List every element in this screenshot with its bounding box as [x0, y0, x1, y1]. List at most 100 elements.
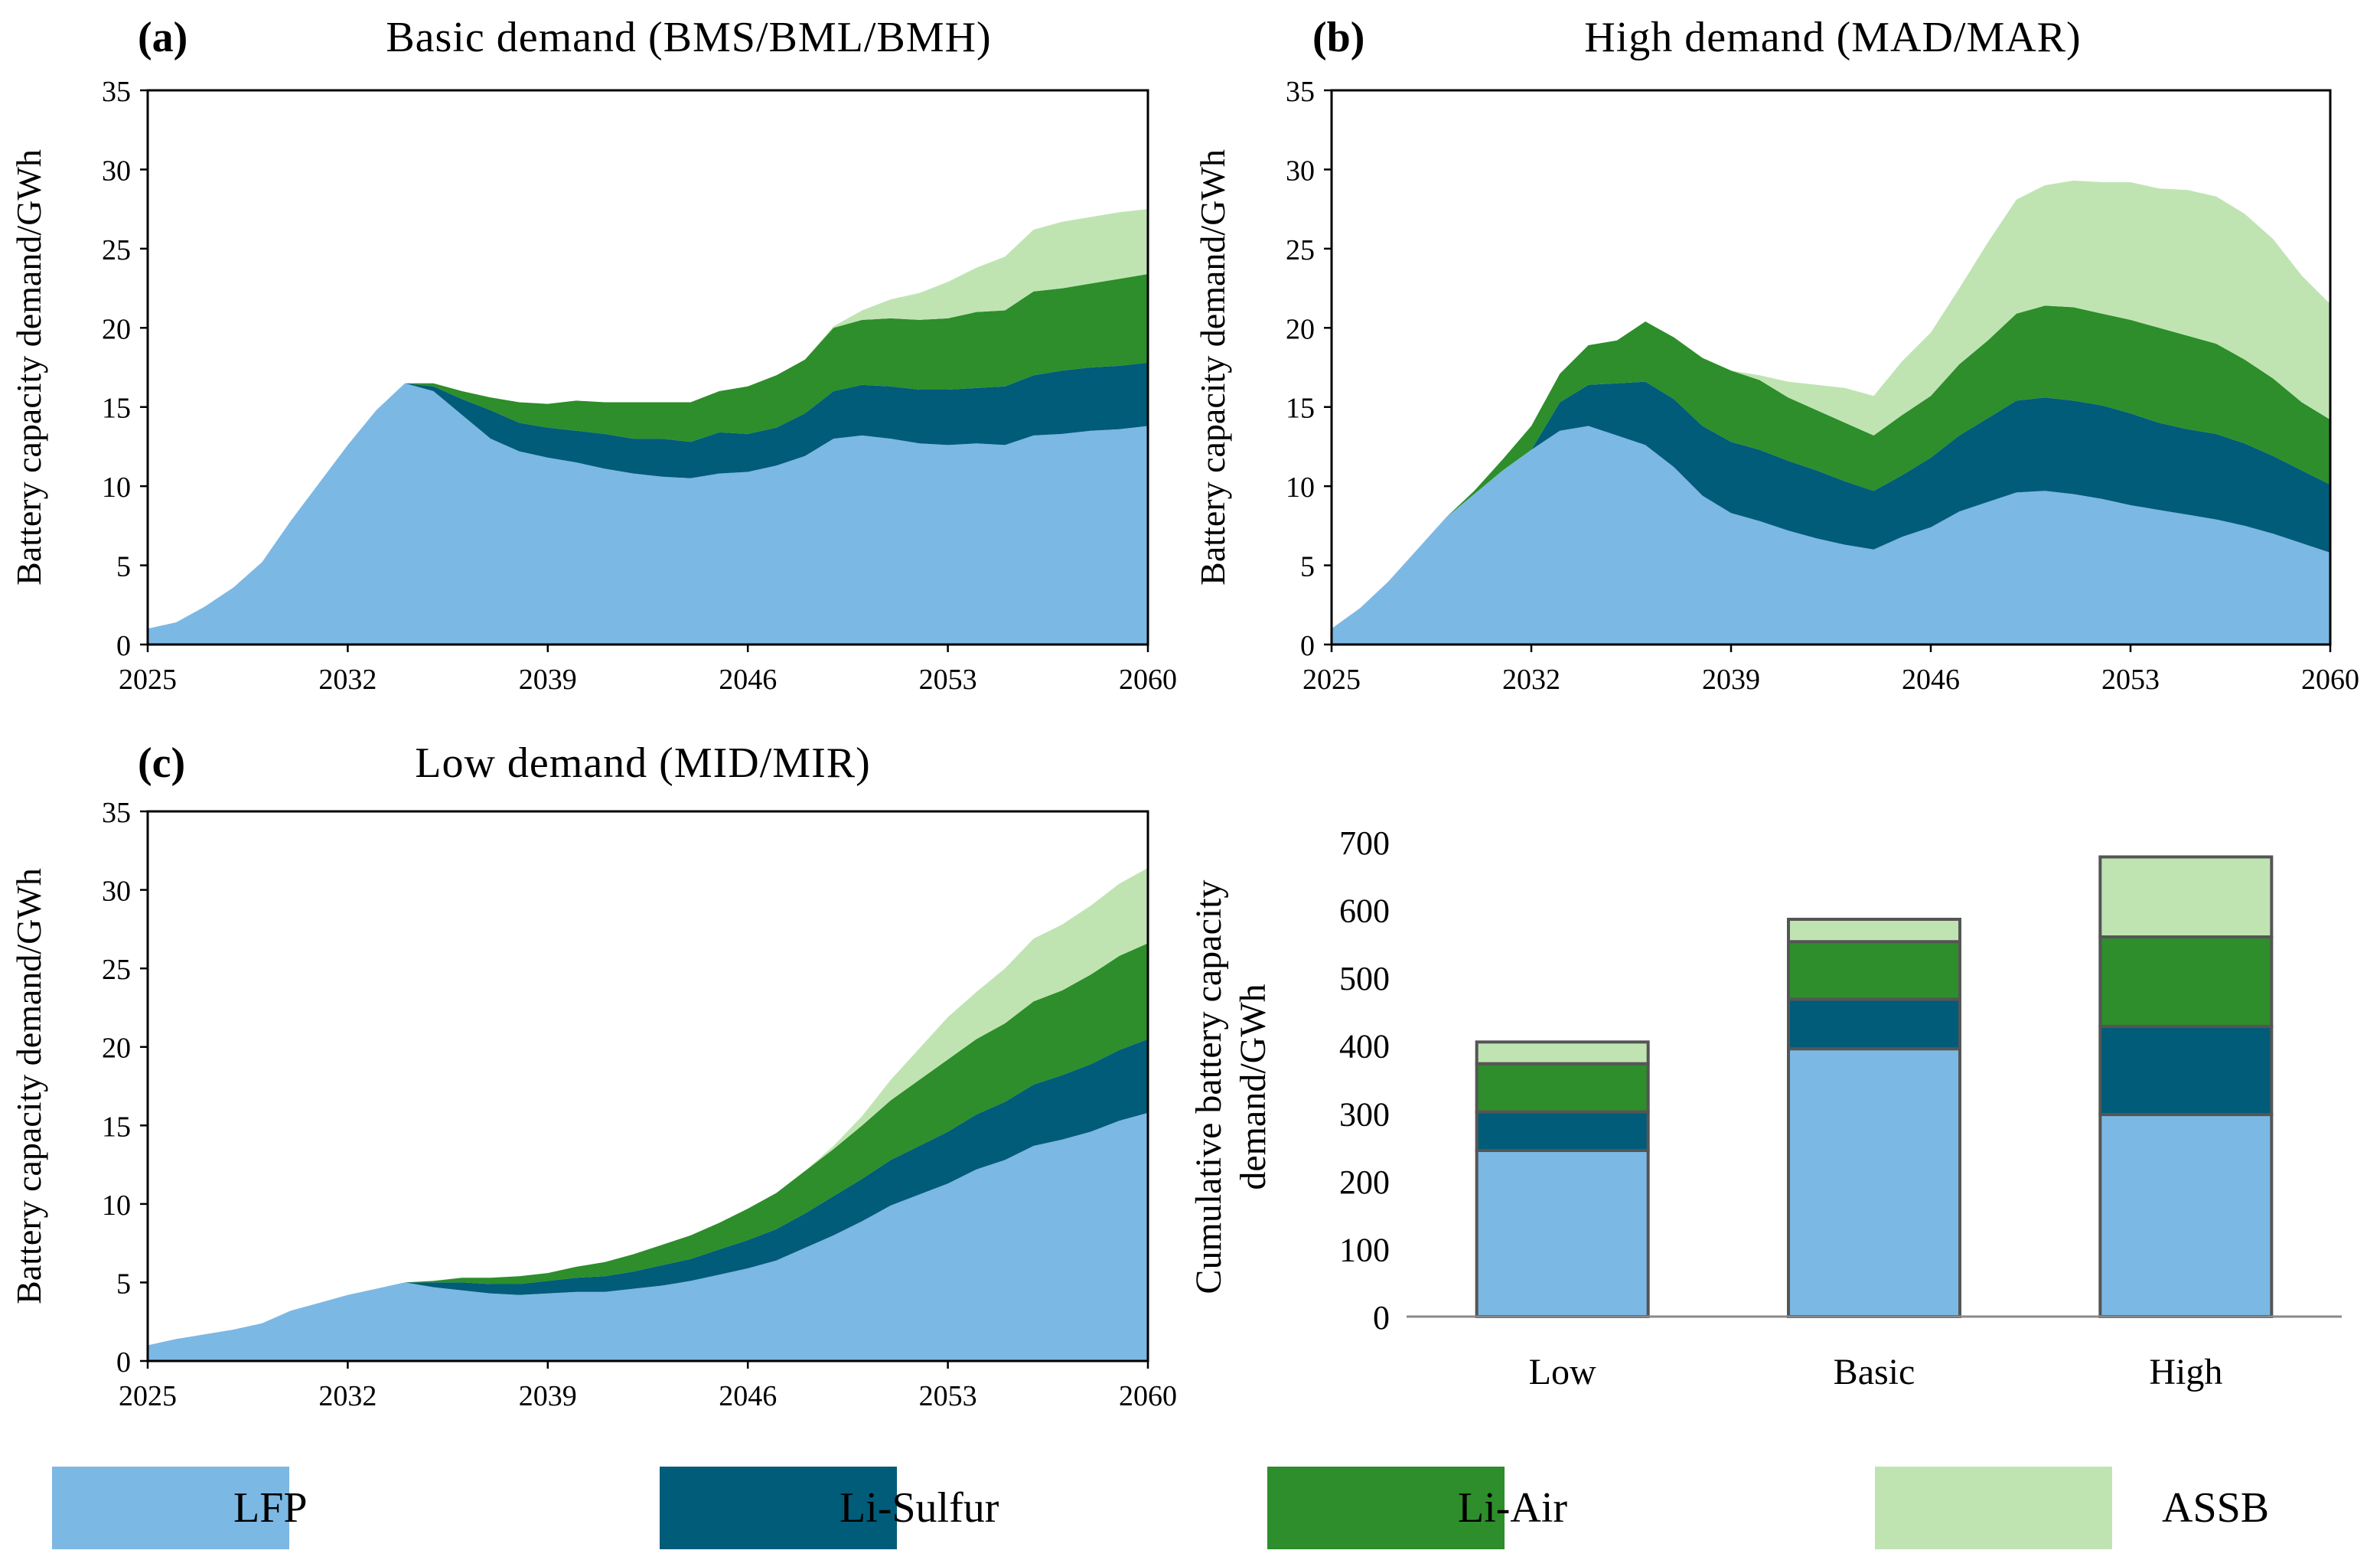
- y-tick-label: 30: [102, 155, 131, 187]
- bar-low-lfp: [1475, 1149, 1650, 1318]
- bar-high-li-air: [2098, 935, 2274, 1028]
- bar-basic-li-sulfur: [1787, 997, 1961, 1051]
- y-axis-label: Battery capacity demand/GWh: [1193, 149, 1232, 586]
- y-tick-label: 15: [1286, 393, 1315, 425]
- y-tick-label: 5: [1300, 551, 1315, 583]
- y-tick-label: 5: [116, 551, 131, 583]
- y-tick-label: 10: [1286, 472, 1315, 504]
- area-series-lfp: [1332, 426, 2330, 645]
- bar-high-assb: [2098, 855, 2274, 938]
- x-category-label: Low: [1529, 1352, 1596, 1392]
- x-tick-label: 2046: [1902, 664, 1960, 696]
- area-series-li-air: [148, 943, 1148, 1346]
- y-tick-label: 15: [102, 1111, 131, 1143]
- x-tick-label: 2039: [519, 1380, 577, 1412]
- y-tick-label: 35: [102, 76, 131, 108]
- bar-high-li-sulfur: [2098, 1024, 2274, 1117]
- x-tick-label: 2025: [119, 664, 177, 696]
- plot-frame: [1330, 89, 2332, 646]
- area-series-lfp: [148, 1112, 1148, 1361]
- y-axis-label-line: Cumulative battery capacity: [1188, 880, 1229, 1294]
- legend-swatch-lfp: [52, 1467, 289, 1549]
- bar-low-li-sulfur: [1475, 1110, 1650, 1152]
- x-tick-label: 2025: [119, 1380, 177, 1412]
- y-tick-label: 25: [102, 234, 131, 266]
- panel-label: (a): [138, 14, 187, 61]
- legend-label-lis: Li-Sulfur: [840, 1484, 999, 1532]
- x-category-label: Basic: [1834, 1352, 1915, 1392]
- plot-frame: [146, 810, 1149, 1363]
- x-tick-label: 2046: [719, 1380, 777, 1412]
- y-tick-label: 600: [1339, 893, 1390, 930]
- bar-low-assb: [1475, 1040, 1650, 1066]
- area-series-li-sulfur: [148, 1039, 1148, 1346]
- x-tick-label: 2060: [1119, 1380, 1177, 1412]
- bar-basic-assb: [1787, 917, 1961, 944]
- y-axis-label: Battery capacity demand/GWh: [9, 149, 48, 586]
- y-tick-label: 0: [1373, 1299, 1390, 1336]
- y-tick-label: 15: [102, 393, 131, 425]
- legend-label-lfp: LFP: [233, 1484, 308, 1532]
- bar-low-li-air: [1475, 1062, 1650, 1114]
- y-tick-label: 20: [102, 313, 131, 345]
- area-series-lfp: [148, 383, 1148, 645]
- chart-title: Basic demand (BMS/BML/BMH): [386, 14, 991, 61]
- area-series-assb: [1332, 180, 2330, 629]
- y-tick-label: 30: [102, 876, 131, 908]
- chart-panel-cumulative: Low Basic High 0 100 200 300 400 500 600 700 Cumula…: [1188, 824, 2342, 1392]
- legend-swatch-liair: [1267, 1467, 1505, 1549]
- y-tick-label: 30: [1286, 155, 1315, 187]
- legend-label-liair: Li-Air: [1458, 1484, 1567, 1532]
- y-tick-label: 500: [1339, 960, 1390, 997]
- y-tick-label: 0: [116, 1346, 131, 1379]
- y-tick-label: 400: [1339, 1028, 1390, 1066]
- y-tick-label: 35: [102, 797, 131, 829]
- chart-title: Low demand (MID/MIR): [415, 739, 870, 787]
- panel-label: (b): [1312, 14, 1364, 61]
- area-series-li-air: [148, 274, 1148, 629]
- x-tick-label: 2032: [318, 1380, 377, 1412]
- y-tick-label: 700: [1339, 824, 1390, 862]
- y-tick-label: 0: [116, 630, 131, 662]
- legend-swatch-lis: [660, 1467, 897, 1549]
- y-tick-label: 20: [1286, 313, 1315, 345]
- x-tick-label: 2032: [1502, 664, 1560, 696]
- y-axis-label-line: demand/GWh: [1233, 984, 1273, 1190]
- y-tick-label: 200: [1339, 1163, 1390, 1201]
- y-axis-label: Battery capacity demand/GWh: [9, 868, 48, 1304]
- x-tick-label: 2060: [2301, 664, 2359, 696]
- x-tick-label: 2032: [318, 664, 377, 696]
- chart-title: High demand (MAD/MAR): [1584, 14, 2081, 61]
- x-tick-label: 2053: [919, 1380, 977, 1412]
- x-category-label: High: [2149, 1352, 2222, 1392]
- y-tick-label: 25: [1286, 234, 1315, 266]
- area-series-assb: [148, 209, 1148, 629]
- y-tick-label: 20: [102, 1033, 131, 1065]
- area-series-li-air: [1332, 305, 2330, 629]
- bar-high-lfp: [2098, 1113, 2274, 1318]
- panel-label: (c): [138, 739, 185, 787]
- y-tick-label: 300: [1339, 1095, 1390, 1133]
- y-tick-label: 0: [1300, 630, 1315, 662]
- y-tick-label: 100: [1339, 1231, 1390, 1268]
- x-tick-label: 2039: [1702, 664, 1760, 696]
- y-tick-label: 25: [102, 954, 131, 986]
- x-tick-label: 2046: [719, 664, 777, 696]
- x-tick-label: 2060: [1119, 664, 1177, 696]
- legend: LFP Li-Sulfur Li-Air ASSB: [52, 1467, 2269, 1549]
- y-tick-label: 5: [116, 1268, 131, 1300]
- bar-basic-li-air: [1787, 940, 1961, 1001]
- x-tick-label: 2053: [2101, 664, 2160, 696]
- legend-label-assb: ASSB: [2162, 1484, 2269, 1532]
- y-tick-label: 35: [1286, 76, 1315, 108]
- x-tick-label: 2025: [1302, 664, 1361, 696]
- legend-swatch-assb: [1875, 1467, 2112, 1549]
- x-tick-label: 2039: [519, 664, 577, 696]
- y-tick-label: 10: [102, 472, 131, 504]
- area-series-li-sulfur: [1332, 381, 2330, 629]
- y-axis-label: Cumulative battery capacity demand/GWh: [1188, 880, 1273, 1294]
